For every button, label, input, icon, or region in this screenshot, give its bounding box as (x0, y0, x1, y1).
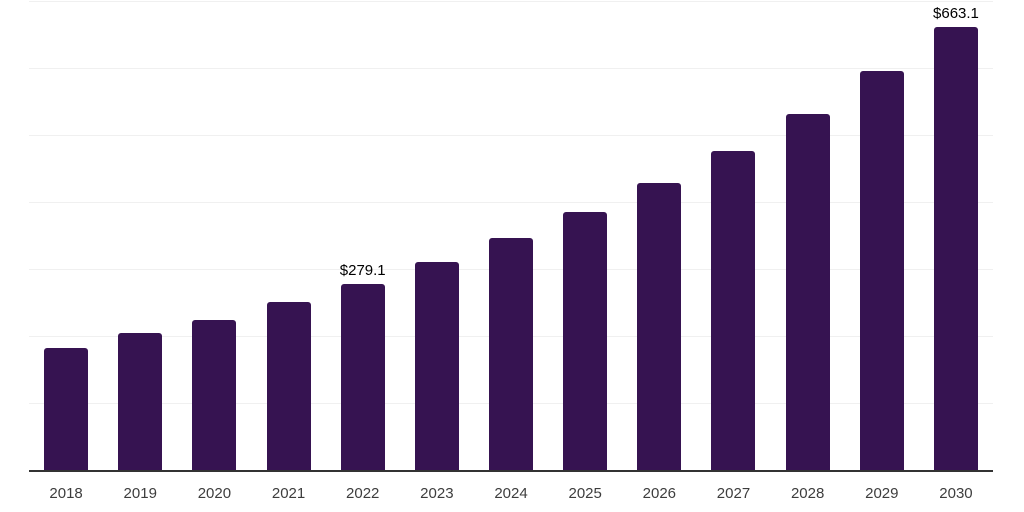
x-tick-label-2026: 2026 (642, 485, 677, 502)
bar-2028 (785, 113, 830, 471)
bar-2026 (637, 182, 682, 471)
bar-slot (548, 2, 622, 471)
x-tick-label-2030: 2030 (939, 485, 973, 502)
x-axis-tick-labels: 2018 2019 2020 2021 2022 2023 2024 2025 2026 2027… (29, 473, 993, 503)
bar-2025 (563, 211, 608, 471)
x-axis-line (29, 470, 993, 472)
x-tick-label-2018: 2018 (49, 485, 83, 502)
bar-slot (771, 2, 845, 471)
bar-2024 (489, 237, 534, 471)
gridline (29, 1, 993, 2)
bar-slot: $279.1 (326, 2, 400, 471)
bar-slot (474, 2, 548, 471)
bar-slot (845, 2, 919, 471)
bar-2030 (933, 26, 978, 471)
x-tick-label-2025: 2025 (568, 485, 602, 502)
bar-2020 (192, 319, 237, 471)
x-tick-label-2021: 2021 (271, 485, 306, 502)
x-tick-label-2028: 2028 (790, 485, 825, 502)
bar-slot (177, 2, 251, 471)
plot-area: $279.1 $663.1 (29, 1, 993, 472)
bar-slot (29, 2, 103, 471)
bar-slot (251, 2, 325, 471)
bar-2023 (414, 261, 459, 471)
x-tick-label-2022: 2022 (346, 485, 380, 502)
data-label-2022: $279.1 (339, 262, 386, 280)
bar-slot (103, 2, 177, 471)
bar-2029 (859, 71, 904, 471)
x-tick-label-2029: 2029 (865, 485, 899, 502)
bar-2021 (266, 302, 311, 471)
bar-2027 (711, 150, 756, 471)
x-tick-label-2027: 2027 (716, 485, 751, 502)
x-tick-label-2019: 2019 (123, 485, 157, 502)
bars-container: $279.1 $663.1 (29, 2, 993, 471)
x-tick-label-2024: 2024 (494, 485, 528, 502)
x-tick-label-2020: 2020 (197, 485, 232, 502)
gridline (29, 68, 993, 69)
bar-chart: $279.1 $663.1 2018 2019 2020 2021 2022 2023 202… (29, 1, 993, 512)
bar-slot: $663.1 (919, 2, 993, 471)
gridline (29, 135, 993, 136)
data-label-2030: $663.1 (933, 4, 979, 22)
bar-2019 (118, 332, 163, 471)
bar-2018 (44, 347, 89, 471)
x-tick-label-2023: 2023 (420, 485, 454, 502)
bar-2022 (340, 284, 385, 471)
bar-slot (622, 2, 696, 471)
bar-slot (696, 2, 770, 471)
bar-slot (400, 2, 474, 471)
gridline (29, 202, 993, 203)
